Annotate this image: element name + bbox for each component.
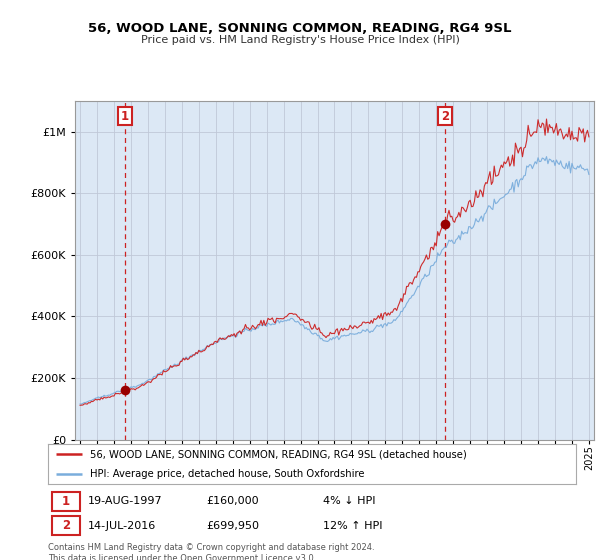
Text: 4% ↓ HPI: 4% ↓ HPI: [323, 496, 375, 506]
Text: 1: 1: [62, 495, 70, 508]
Text: 2: 2: [62, 519, 70, 532]
Text: 14-JUL-2016: 14-JUL-2016: [88, 521, 156, 531]
Bar: [52, 492, 80, 511]
Text: £699,950: £699,950: [206, 521, 259, 531]
Bar: [52, 516, 80, 535]
Text: 56, WOOD LANE, SONNING COMMON, READING, RG4 9SL: 56, WOOD LANE, SONNING COMMON, READING, …: [88, 22, 512, 35]
Text: 56, WOOD LANE, SONNING COMMON, READING, RG4 9SL (detached house): 56, WOOD LANE, SONNING COMMON, READING, …: [90, 449, 467, 459]
Text: 19-AUG-1997: 19-AUG-1997: [88, 496, 162, 506]
Text: Contains HM Land Registry data © Crown copyright and database right 2024.
This d: Contains HM Land Registry data © Crown c…: [48, 543, 374, 560]
Text: Price paid vs. HM Land Registry's House Price Index (HPI): Price paid vs. HM Land Registry's House …: [140, 35, 460, 45]
Text: 1: 1: [121, 110, 129, 123]
Text: HPI: Average price, detached house, South Oxfordshire: HPI: Average price, detached house, Sout…: [90, 469, 365, 479]
Text: 2: 2: [442, 110, 449, 123]
Text: 12% ↑ HPI: 12% ↑ HPI: [323, 521, 382, 531]
Text: £160,000: £160,000: [206, 496, 259, 506]
